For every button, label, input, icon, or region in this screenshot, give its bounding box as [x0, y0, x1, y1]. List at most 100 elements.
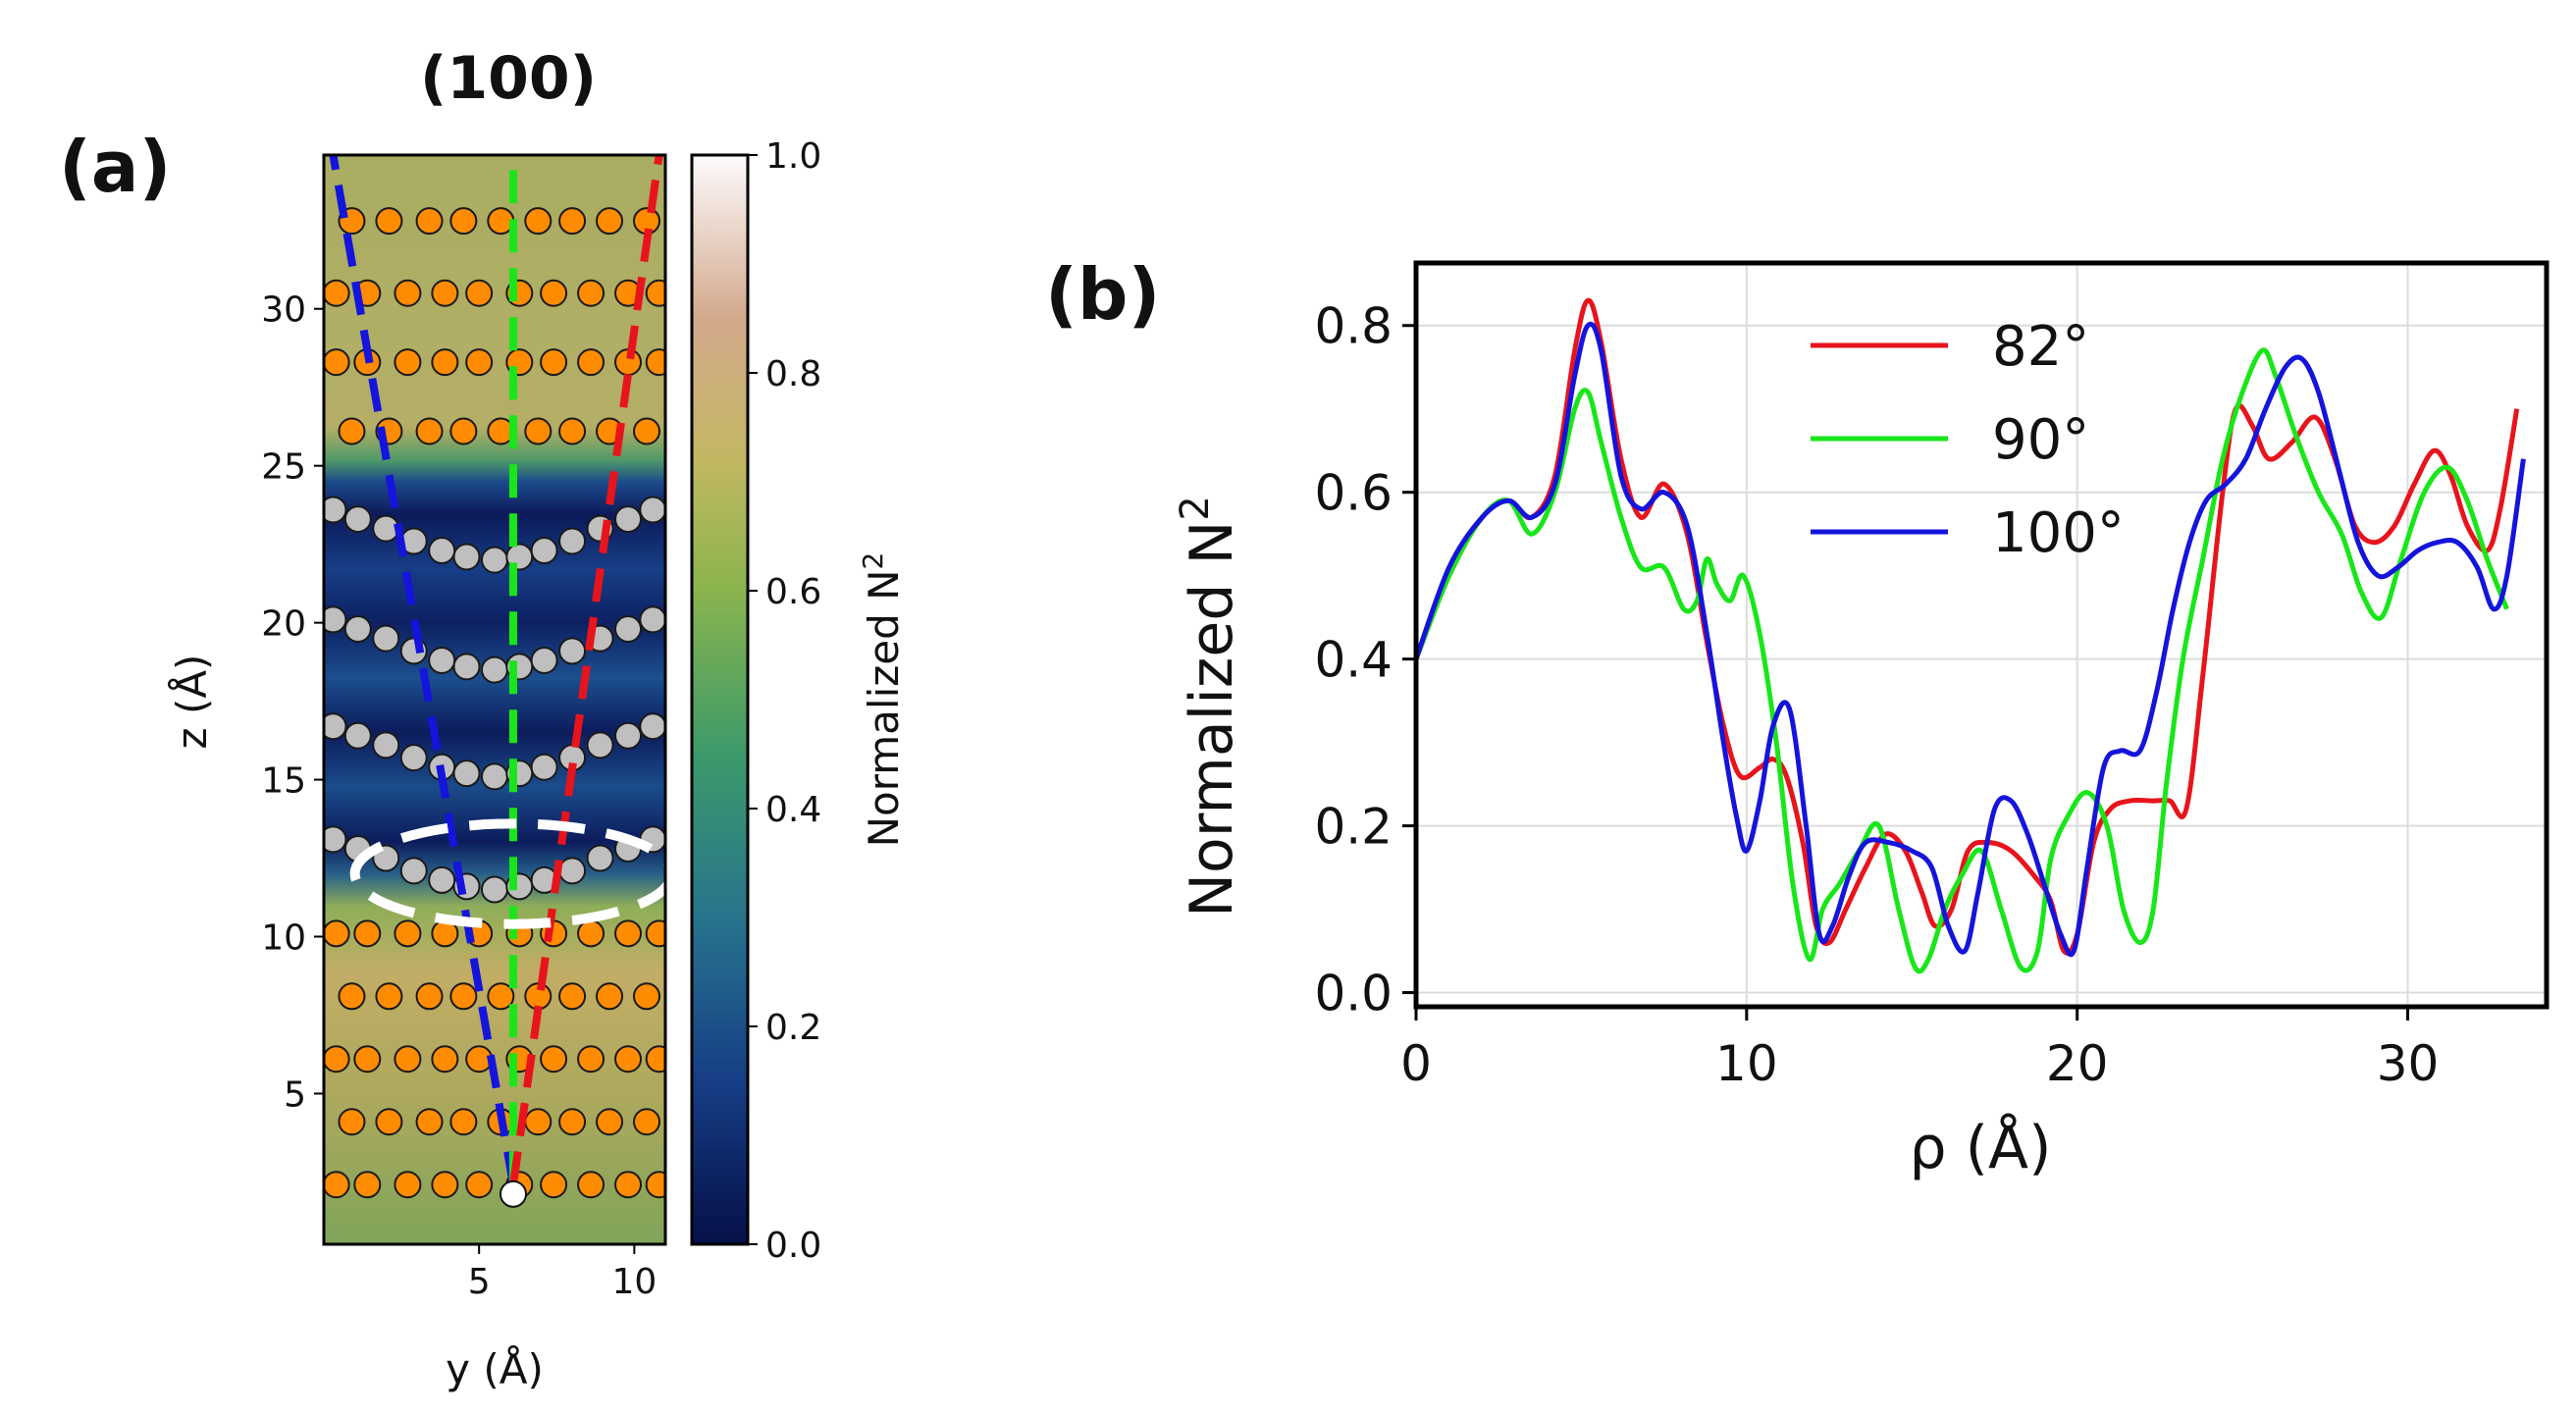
- atom-gray: [614, 721, 643, 750]
- atom-orange: [558, 982, 587, 1011]
- atom-orange: [375, 982, 403, 1011]
- atom-gray: [428, 537, 456, 565]
- atom-gray: [452, 759, 481, 788]
- atom-orange: [577, 1045, 605, 1074]
- xtick-label: 10: [1715, 1035, 1778, 1092]
- atom-gray: [639, 605, 665, 634]
- colorbar-tick-label: 0.4: [765, 790, 821, 830]
- atom-orange: [394, 1171, 422, 1199]
- ytick-label: 10: [261, 918, 306, 959]
- ytick-label: 0.4: [1314, 632, 1393, 689]
- atom-orange: [324, 279, 350, 307]
- atom-gray: [324, 605, 347, 634]
- panel-a-title: (100): [420, 44, 597, 113]
- atom-orange: [524, 417, 552, 445]
- atom-gray: [343, 721, 372, 750]
- colorbar: [690, 153, 750, 1246]
- atom-orange: [540, 1171, 568, 1199]
- atom-orange: [645, 1045, 665, 1074]
- atom-gray: [428, 647, 456, 675]
- atom-orange: [540, 1045, 568, 1074]
- atom-orange: [465, 1171, 494, 1199]
- atom-orange: [449, 1108, 478, 1136]
- xtick-label: 20: [2046, 1035, 2109, 1092]
- atom-orange: [431, 279, 459, 307]
- colorbar-label: Normalized N2: [857, 552, 908, 848]
- atom-orange: [415, 1108, 444, 1136]
- ytick-label: 0.6: [1314, 465, 1393, 522]
- series-line-1: [1413, 347, 2509, 974]
- atom-orange: [558, 1108, 587, 1136]
- atom-orange: [577, 348, 605, 377]
- colorbar-tick-label: 1.0: [765, 136, 821, 177]
- atom-orange: [394, 348, 422, 377]
- atom-orange: [633, 1108, 661, 1136]
- atom-gray: [372, 624, 400, 653]
- atom-orange: [558, 207, 587, 236]
- atom-gray: [639, 496, 665, 524]
- atom-gray: [558, 637, 587, 665]
- colorbar-ticks: 0.0 0.2 0.4 0.6 0.8 1.0: [748, 136, 821, 1266]
- colorbar-tick-label: 0.2: [765, 1008, 821, 1048]
- ytick-label: 0.8: [1314, 298, 1393, 355]
- atom-orange: [324, 919, 350, 948]
- atom-gray: [324, 712, 347, 741]
- atom-gray: [530, 647, 558, 675]
- atom-orange: [465, 348, 494, 377]
- atom-orange: [614, 919, 643, 948]
- ytick-label: 15: [261, 761, 306, 802]
- atom-gray: [481, 762, 508, 791]
- atom-orange: [449, 417, 478, 445]
- atom-orange: [375, 207, 403, 236]
- atom-orange: [596, 207, 624, 236]
- colorbar-tick-label: 0.8: [765, 354, 821, 394]
- highlight-ellipse: [349, 818, 665, 929]
- panel-a-frame: [322, 153, 667, 1246]
- atom-gray: [324, 825, 347, 854]
- atom-orange: [596, 1108, 624, 1136]
- atom-orange: [645, 279, 665, 307]
- atom-orange: [353, 1171, 382, 1199]
- atom-orange: [577, 1171, 605, 1199]
- atom-gray: [586, 844, 614, 872]
- origin-marker: [499, 1179, 527, 1208]
- atom-gray: [399, 857, 428, 885]
- atom-orange: [645, 919, 665, 948]
- ytick-label: 5: [284, 1074, 306, 1115]
- atom-gray: [481, 655, 508, 684]
- atom-orange: [614, 1171, 643, 1199]
- colorbar-tick-label: 0.6: [765, 572, 821, 612]
- atom-gray: [452, 653, 481, 681]
- atom-gray: [481, 546, 508, 574]
- atom-orange: [633, 982, 661, 1011]
- ytick-label: 0.2: [1314, 799, 1393, 856]
- ytick-label: 30: [261, 290, 306, 331]
- xtick-label: 30: [2377, 1035, 2440, 1092]
- panel-a-ylabel: z (Å): [167, 655, 216, 750]
- atom-orange: [394, 919, 422, 948]
- atom-gray: [324, 496, 347, 524]
- atom-orange: [338, 1108, 366, 1136]
- atom-orange: [449, 207, 478, 236]
- ytick-label: 25: [261, 447, 306, 488]
- atom-gray: [530, 753, 558, 781]
- atom-gray: [586, 731, 614, 759]
- panel-b-ylabel: Normalized N2: [1173, 496, 1246, 917]
- atom-gray: [614, 615, 643, 644]
- atom-orange: [577, 279, 605, 307]
- atom-orange: [596, 982, 624, 1011]
- dashed-line-layer: [329, 155, 663, 1185]
- atom-gray: [530, 537, 558, 565]
- panel-a-plot: [324, 155, 665, 1244]
- panel-b-series: [1413, 297, 2526, 974]
- atom-gray: [558, 857, 587, 885]
- atom-layer: [324, 207, 665, 1199]
- atom-orange: [353, 1045, 382, 1074]
- atom-orange: [449, 982, 478, 1011]
- panel-b-label: (b): [1045, 253, 1160, 336]
- atom-orange: [324, 1171, 350, 1199]
- atom-gray: [614, 505, 643, 534]
- atom-gray: [481, 875, 508, 904]
- xtick-label: 10: [611, 1262, 657, 1302]
